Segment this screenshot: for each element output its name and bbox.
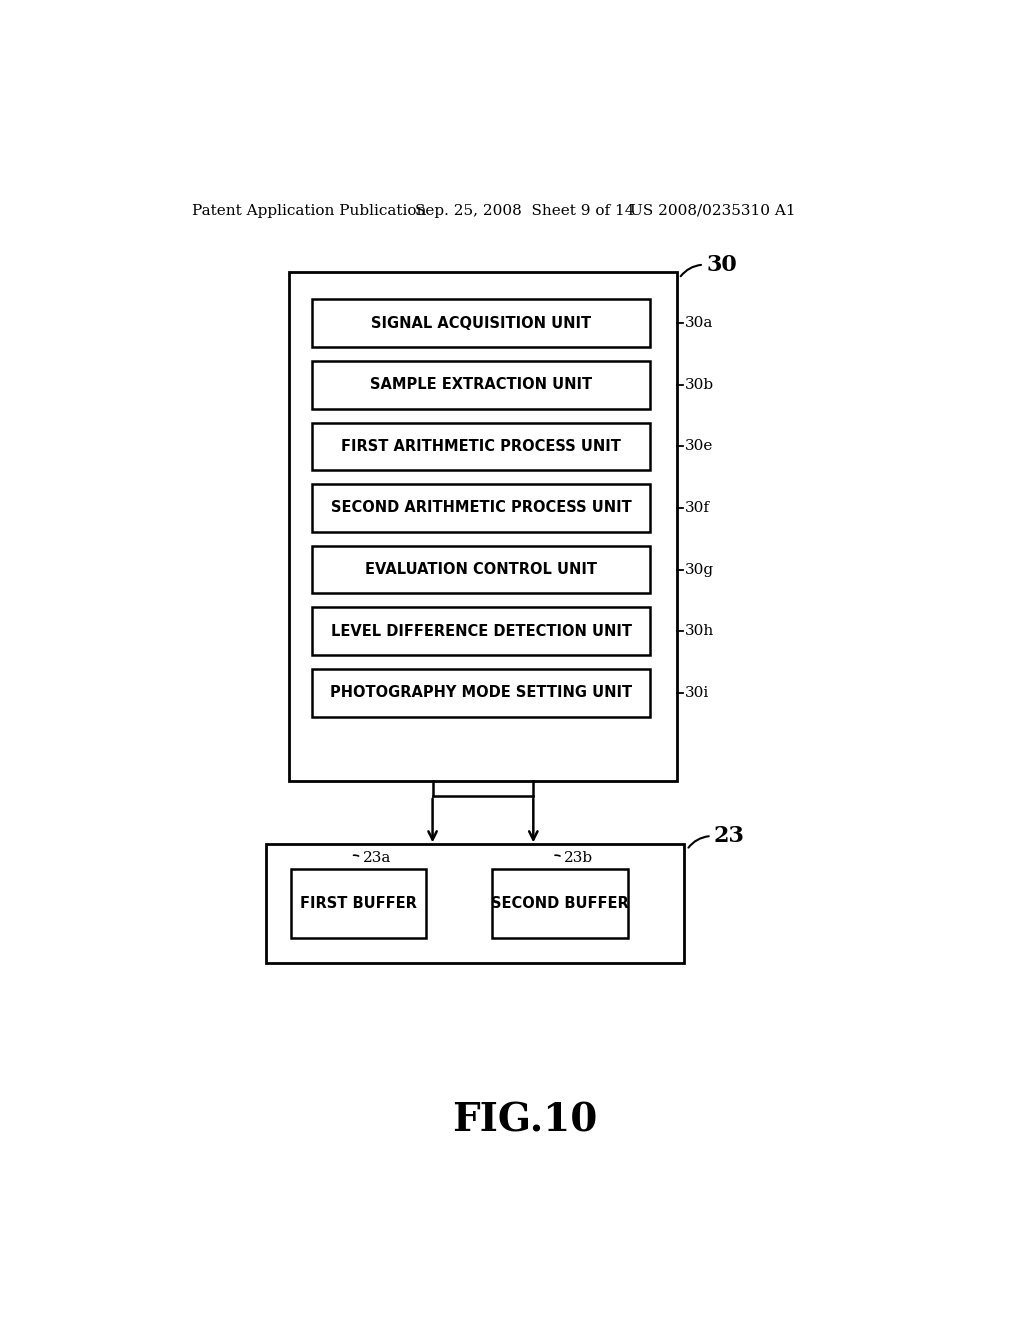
Text: 30e: 30e	[684, 440, 713, 453]
Text: FIRST BUFFER: FIRST BUFFER	[300, 896, 417, 911]
Bar	[312, 484, 649, 532]
Text: 23b: 23b	[564, 850, 593, 865]
Bar	[312, 360, 649, 409]
Bar	[493, 869, 628, 939]
Bar	[312, 545, 649, 594]
Text: SECOND ARITHMETIC PROCESS UNIT: SECOND ARITHMETIC PROCESS UNIT	[331, 500, 632, 516]
Bar	[291, 869, 426, 939]
Text: 30h: 30h	[684, 624, 714, 638]
Text: SIGNAL ACQUISITION UNIT: SIGNAL ACQUISITION UNIT	[371, 315, 591, 331]
Text: SAMPLE EXTRACTION UNIT: SAMPLE EXTRACTION UNIT	[370, 378, 592, 392]
Bar	[289, 272, 677, 780]
Text: SECOND BUFFER: SECOND BUFFER	[492, 896, 629, 911]
Text: FIG.10: FIG.10	[453, 1102, 597, 1140]
Text: 30b: 30b	[684, 378, 714, 392]
Bar	[312, 422, 649, 470]
Text: Sep. 25, 2008  Sheet 9 of 14: Sep. 25, 2008 Sheet 9 of 14	[415, 203, 634, 218]
Text: US 2008/0235310 A1: US 2008/0235310 A1	[630, 203, 796, 218]
Text: 23: 23	[714, 825, 744, 847]
Bar	[266, 843, 684, 964]
Bar	[312, 669, 649, 717]
Text: EVALUATION CONTROL UNIT: EVALUATION CONTROL UNIT	[365, 562, 597, 577]
Bar	[312, 300, 649, 347]
Bar	[312, 607, 649, 655]
Text: Patent Application Publication: Patent Application Publication	[191, 203, 426, 218]
Text: LEVEL DIFFERENCE DETECTION UNIT: LEVEL DIFFERENCE DETECTION UNIT	[331, 623, 632, 639]
Text: 23a: 23a	[362, 850, 391, 865]
Text: 30g: 30g	[684, 562, 714, 577]
Text: 30a: 30a	[684, 317, 713, 330]
Text: PHOTOGRAPHY MODE SETTING UNIT: PHOTOGRAPHY MODE SETTING UNIT	[330, 685, 632, 701]
Text: 30f: 30f	[684, 502, 710, 515]
Text: 30i: 30i	[684, 686, 709, 700]
Text: FIRST ARITHMETIC PROCESS UNIT: FIRST ARITHMETIC PROCESS UNIT	[341, 438, 621, 454]
Text: 30: 30	[707, 253, 737, 276]
